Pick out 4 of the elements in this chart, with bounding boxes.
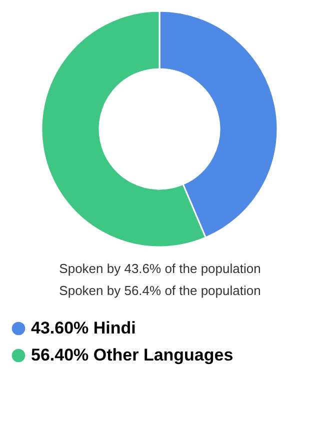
text: Spoken by 56.4% of the population (59, 283, 261, 298)
legend-label: 43.60% Hindi (31, 318, 136, 338)
legend-label: 56.40% Other Languages (31, 346, 234, 364)
text: Spoken by 43.6% of the population (59, 261, 261, 276)
